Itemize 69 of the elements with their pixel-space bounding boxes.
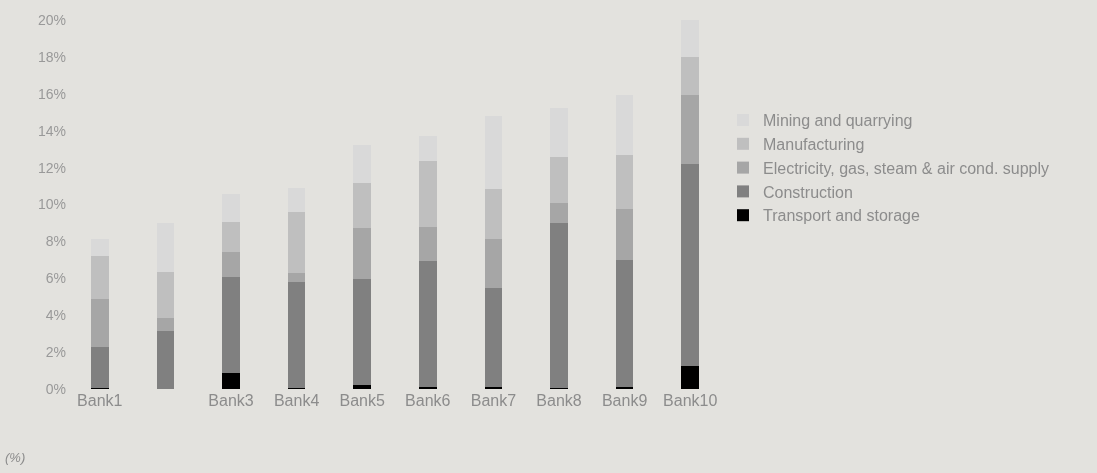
bar	[91, 347, 109, 388]
bar	[157, 331, 174, 389]
bar	[616, 155, 633, 209]
y-tick-label: 18%	[37, 48, 66, 65]
y-tick-label: 4%	[45, 307, 66, 324]
bar	[681, 164, 699, 366]
text: (%)	[5, 450, 26, 465]
y-tick-label: 8%	[45, 233, 66, 250]
y-tick-label: 0%	[45, 380, 66, 397]
bar	[353, 228, 371, 279]
legend-label: Transport and storage	[763, 207, 920, 225]
bar	[681, 20, 699, 57]
bar	[157, 272, 174, 318]
bar	[485, 189, 502, 239]
y-tick-label: 14%	[37, 122, 66, 139]
bar	[353, 385, 371, 389]
x-tick-label: Bank4	[273, 392, 320, 409]
x-tick-label: Bank7	[470, 392, 517, 409]
bar	[91, 239, 109, 256]
x-tick-label: Bank5	[339, 392, 385, 409]
legend-label: Mining and quarrying	[763, 112, 913, 130]
bar	[222, 222, 240, 252]
bar	[550, 223, 568, 388]
legend-label: Electricity, gas, steam & air cond. supply	[763, 159, 1050, 177]
bar	[419, 261, 437, 387]
bar	[550, 203, 568, 223]
bar	[288, 188, 305, 212]
bar	[616, 209, 633, 260]
bar	[550, 108, 568, 157]
bar	[485, 239, 502, 288]
bar	[616, 95, 633, 155]
bar	[288, 212, 305, 273]
bar	[288, 282, 305, 388]
bar	[419, 161, 437, 227]
bar	[681, 57, 699, 95]
bar	[91, 256, 109, 299]
y-tick-label: 12%	[37, 159, 66, 176]
y-tick-label: 10%	[37, 196, 66, 213]
bar	[222, 277, 240, 373]
bar	[222, 252, 240, 277]
bar	[550, 157, 568, 203]
bar	[681, 366, 699, 389]
bar	[222, 194, 240, 222]
bar	[157, 318, 174, 331]
legend-label: Construction	[763, 183, 853, 201]
x-tick-label: Bank1	[77, 392, 123, 409]
bar	[157, 223, 174, 272]
bar	[485, 288, 502, 387]
bar	[419, 227, 437, 261]
legend-label: Manufacturing	[763, 136, 865, 154]
bar	[288, 273, 305, 282]
y-tick-label: 2%	[45, 344, 66, 360]
y-tick-label: 16%	[37, 85, 66, 102]
bar	[485, 116, 502, 189]
bar	[681, 95, 699, 164]
bar	[419, 136, 437, 161]
y-tick-label: 20%	[37, 11, 66, 28]
y-tick-label: 6%	[45, 270, 66, 287]
bar	[616, 260, 633, 387]
x-tick-label: Bank6	[405, 392, 451, 409]
x-tick-label: Bank3	[208, 392, 254, 409]
bar	[353, 183, 371, 228]
bar	[353, 279, 371, 385]
bar	[91, 299, 109, 347]
x-tick-label: Bank10	[663, 392, 718, 409]
bar	[353, 145, 371, 183]
x-tick-label: Bank8	[536, 392, 582, 409]
x-tick-label: Bank9	[601, 392, 648, 409]
bar	[222, 373, 240, 389]
